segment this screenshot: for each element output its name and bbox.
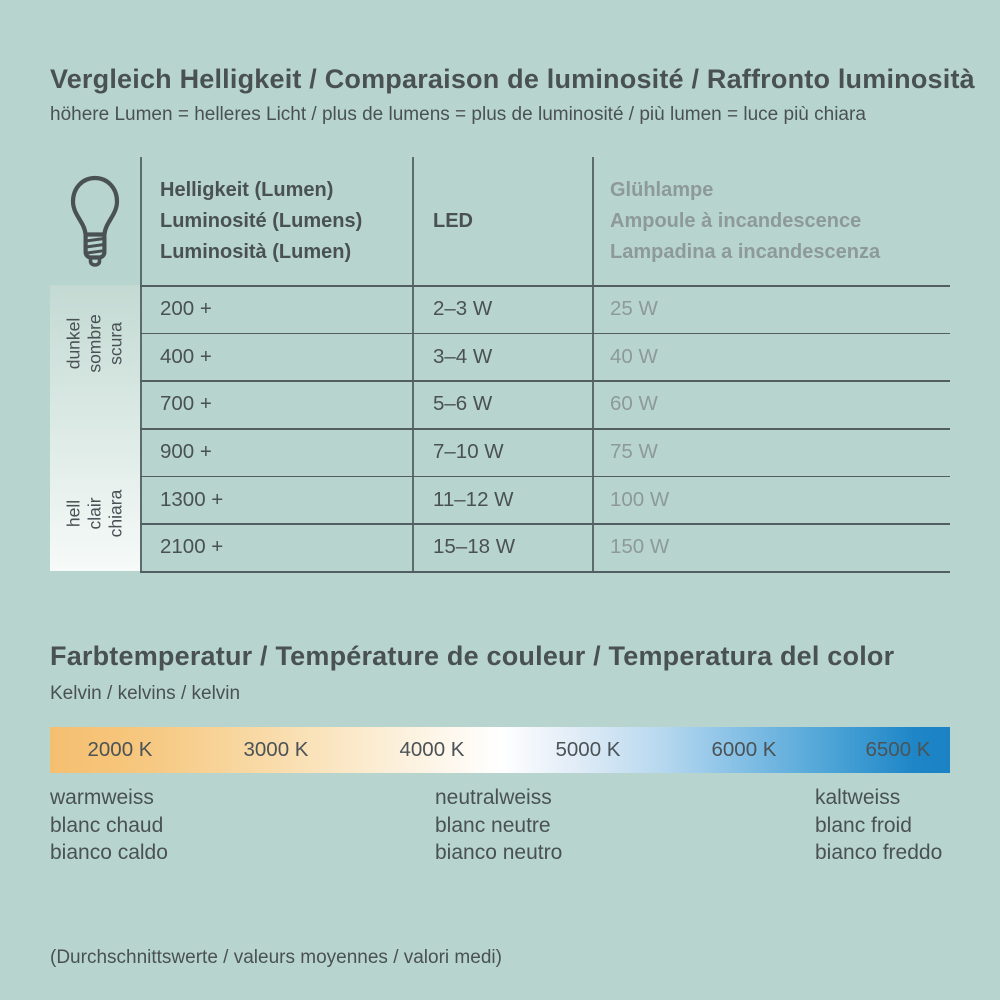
footnote-average-values: (Durchschnittswerte / valeurs moyennes /… — [50, 947, 502, 968]
header-incandescent: Glühlampe Ampoule à incandescence Lampad… — [610, 178, 881, 263]
header-lumen: Helligkeit (Lumen) Luminosité (Lumens) L… — [160, 178, 363, 263]
brightness-title: Vergleich Helligkeit / Comparaison de lu… — [50, 64, 975, 94]
light-bulb-icon — [70, 175, 120, 267]
temperature-subtitle: Kelvin / kelvins / kelvin — [50, 683, 241, 704]
led-watt-value: 15–18 W — [433, 535, 516, 559]
table-row: 700 + 5–6 W 60 W — [140, 380, 950, 428]
led-watt-value: 3–4 W — [433, 344, 493, 368]
table-row-line — [140, 285, 950, 287]
lumen-value: 400 + — [160, 344, 212, 368]
label-cold-white: kaltweiss blanc froid bianco freddo — [815, 786, 943, 864]
table-row: 2100 + 15–18 W 150 W — [140, 523, 950, 571]
lumen-value: 900 + — [160, 439, 212, 463]
temperature-title: Farbtemperatur / Température de couleur … — [50, 641, 895, 671]
header-led: LED — [433, 209, 473, 232]
incandescent-watt-value: 40 W — [610, 344, 658, 368]
led-watt-value: 11–12 W — [433, 487, 514, 511]
led-watt-value: 5–6 W — [433, 392, 493, 416]
scale-label-bright: hell clair chiara — [63, 489, 126, 537]
table-divider-vertical-2 — [412, 157, 414, 571]
brightness-subtitle: höhere Lumen = helleres Licht / plus de … — [50, 104, 866, 125]
table-row-line — [140, 428, 950, 430]
kelvin-tick: 4000 K — [399, 738, 465, 761]
kelvin-gradient-bar: 2000 K 3000 K 4000 K 5000 K 6000 K 6500 … — [50, 727, 950, 773]
table-bottom-line — [140, 571, 950, 573]
table-header-row: Helligkeit (Lumen) Luminosité (Lumens) L… — [140, 157, 950, 285]
led-watt-value: 2–3 W — [433, 296, 493, 320]
table-row: 400 + 3–4 W 40 W — [140, 333, 950, 381]
brightness-table: dunkel sombre scura hell clair chiara He… — [50, 157, 950, 573]
incandescent-watt-value: 100 W — [610, 487, 670, 511]
table-row-line — [140, 380, 950, 382]
incandescent-watt-value: 150 W — [610, 535, 670, 559]
kelvin-tick: 3000 K — [243, 738, 309, 761]
kelvin-tick: 2000 K — [87, 738, 153, 761]
incandescent-watt-value: 75 W — [610, 439, 658, 463]
kelvin-tick: 6000 K — [711, 738, 777, 761]
lumen-value: 1300 + — [160, 487, 224, 511]
table-row-line — [140, 523, 950, 525]
table-divider-vertical-1 — [140, 157, 142, 571]
lumen-value: 2100 + — [160, 535, 224, 559]
scale-label-dark: dunkel sombre scura — [63, 313, 126, 373]
lumen-value: 200 + — [160, 296, 212, 320]
label-warm-white: warmweiss blanc chaud bianco caldo — [50, 786, 168, 864]
lumen-value: 700 + — [160, 392, 212, 416]
table-divider-vertical-3 — [592, 157, 594, 571]
led-watt-value: 7–10 W — [433, 439, 504, 463]
incandescent-watt-value: 60 W — [610, 392, 658, 416]
table-row-line — [140, 332, 950, 335]
table-row: 900 + 7–10 W 75 W — [140, 428, 950, 476]
label-neutral-white: neutralweiss blanc neutre bianco neutro — [435, 786, 563, 864]
kelvin-tick: 5000 K — [555, 738, 621, 761]
incandescent-watt-value: 25 W — [610, 296, 658, 320]
kelvin-tick: 6500 K — [865, 738, 931, 761]
table-row-line — [140, 475, 950, 478]
dark-to-bright-gradient-strip: dunkel sombre scura hell clair chiara — [50, 285, 140, 571]
table-row: 1300 + 11–12 W 100 W — [140, 476, 950, 524]
table-row: 200 + 2–3 W 25 W — [140, 285, 950, 333]
